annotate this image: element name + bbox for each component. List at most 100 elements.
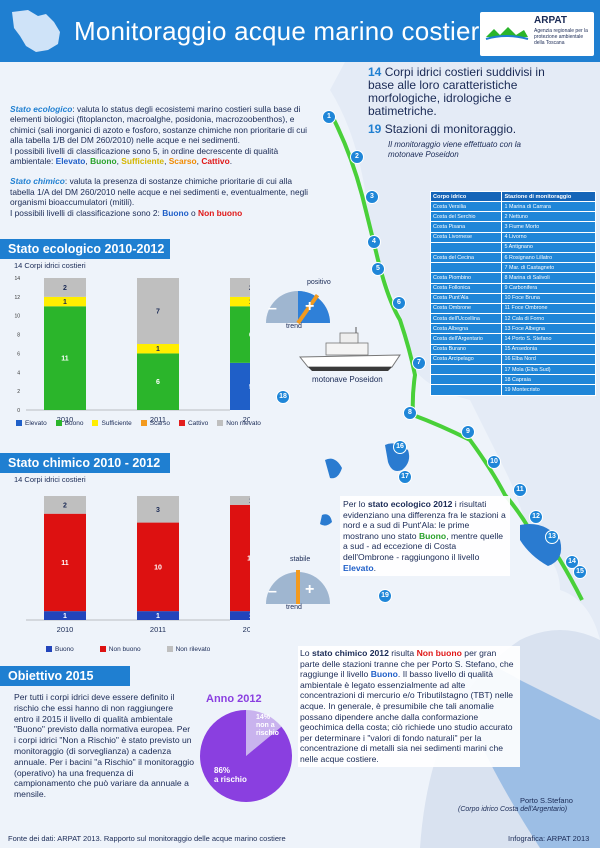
eco-note-text: Per lo	[343, 499, 368, 509]
table-row: 18 Capraia	[429, 374, 596, 386]
table-row: Costa dell'Argentario 14 Porto S. Stefano	[429, 333, 596, 345]
station-marker[interactable]: 16	[393, 440, 407, 454]
station-marker[interactable]: 2	[350, 150, 364, 164]
station-marker[interactable]: 4	[367, 235, 381, 249]
table-cell-corpo: Costa Albegna	[429, 323, 503, 335]
class-cattivo: Cattivo	[201, 156, 230, 167]
bar-segment	[137, 344, 179, 354]
class-scarso: Scarso	[168, 156, 197, 167]
chem-legend: Buono Non buono Non rilevato	[46, 646, 210, 653]
pie-title: Anno 2012	[206, 693, 262, 705]
eco-note-text: i risultati evidenziano una differenza f…	[343, 499, 506, 541]
table-cell-corpo: Costa dell'Uccellina	[429, 313, 503, 325]
bar-data-label: 5	[249, 384, 250, 391]
station-marker[interactable]: 5	[371, 262, 385, 276]
chem-chart-subtitle: 14 Corpi idrici costieri	[14, 475, 86, 484]
bar-data-label: 11	[61, 560, 69, 567]
class-elevato: Elevato	[55, 156, 86, 167]
eco-chart-subtitle: 14 Corpi idrici costieri	[14, 261, 86, 270]
bar-segment	[230, 504, 250, 612]
station-marker[interactable]: 15	[573, 565, 587, 579]
station-marker[interactable]: 18	[276, 390, 290, 404]
bar-segment	[44, 278, 86, 297]
station-marker[interactable]: 10	[487, 455, 501, 469]
eco-classes-intro: I possibili livelli di classificazione s…	[10, 145, 279, 167]
intro-text: Stato ecologico: valuta lo status degli …	[10, 104, 310, 218]
station-marker[interactable]: 9	[461, 425, 475, 439]
station-marker[interactable]: 19	[378, 589, 392, 603]
bar-data-label: 2	[63, 285, 67, 292]
sep: ,	[164, 156, 169, 167]
station-marker[interactable]: 12	[529, 510, 543, 524]
pie-label-non-risk: 14% non a rischio	[256, 714, 296, 738]
station-marker[interactable]: 3	[365, 190, 379, 204]
legend-item: Sufficiente	[92, 420, 132, 427]
chem-gauge-label: stabile	[290, 556, 311, 563]
bar-data-label: 10	[154, 564, 162, 571]
eco-trend-gauge	[266, 291, 330, 325]
table-cell-stazione: 14 Porto S. Stefano	[501, 333, 596, 345]
table-cell-stazione: 17 Mola (Elba Sud)	[501, 363, 596, 376]
table-row: 19 Montecristo	[429, 384, 596, 396]
water-bodies-text: Corpi idrici costieri suddivisi in base …	[368, 65, 545, 118]
bar-data-label: 1	[249, 613, 250, 620]
table-cell-corpo	[429, 262, 503, 274]
table-cell-corpo: Costa Versilia	[429, 200, 503, 213]
station-marker[interactable]: 7	[412, 356, 426, 370]
station-marker[interactable]: 13	[545, 530, 559, 544]
chem-trend-gauge	[266, 570, 330, 604]
eco-gauge-label: positivo	[307, 279, 331, 286]
table-cell-stazione: 16 Elba Nord	[501, 353, 596, 366]
table-cell-corpo: Costa dell'Argentario	[429, 333, 503, 345]
table-header-row: Corpo idrico Stazione di monitoraggio	[429, 191, 596, 202]
legend-label: Buono	[64, 420, 84, 427]
x-tick-label: 2011	[150, 625, 166, 634]
bar-data-label: 1	[249, 498, 250, 505]
table-row: Costa Piombino 8 Marina di Salivoli	[429, 272, 596, 284]
chem-note-text: per gran parte delle stazioni tranne che…	[300, 648, 514, 680]
legend-swatch	[55, 420, 62, 427]
eco-note-text: .	[373, 562, 376, 573]
legend-item: Buono	[55, 420, 84, 427]
table-cell-stazione: 3 Fiume Morto	[501, 221, 596, 233]
water-bodies-num: 14	[368, 65, 382, 79]
table-header-corpo: Corpo idrico	[429, 191, 503, 202]
bar-data-label: 2	[63, 502, 67, 509]
eco-note-buono: Buono	[418, 530, 447, 541]
tuscany-region-icon	[12, 10, 60, 52]
chem-note-bold: stato chimico 2012	[311, 648, 389, 658]
table-cell-stazione: 13 Foce Albegna	[501, 323, 596, 335]
legend-swatch	[92, 420, 99, 427]
eco-text: : valuta lo status degli ecosistemi mari…	[10, 104, 307, 146]
station-marker[interactable]: 6	[392, 296, 406, 310]
station-marker[interactable]: 11	[513, 483, 527, 497]
table-row: Costa Ombrone 11 Foce Ombrone	[429, 302, 596, 315]
eco-description: Stato ecologico: valuta lo status degli …	[10, 104, 310, 166]
table-row: Costa del Cecina 6 Rosignano Lillatro	[429, 251, 596, 264]
station-marker[interactable]: 1	[322, 110, 336, 124]
station-marker[interactable]: 17	[398, 470, 412, 484]
table-cell-stazione: 11 Foce Ombrone	[501, 302, 596, 315]
bar-segment	[44, 296, 86, 307]
station-marker[interactable]: 8	[403, 406, 417, 420]
bar-segment	[44, 306, 86, 410]
bar-segment	[230, 496, 250, 505]
y-tick-label: 12	[14, 295, 20, 301]
table-cell-stazione: 2 Nettuno	[501, 211, 596, 223]
chem-note-text: risulta	[388, 648, 417, 658]
table-row: 5 Antignano	[429, 241, 596, 253]
bar-data-label: 1	[63, 299, 67, 306]
table-header-stazione: Stazione di monitoraggio	[501, 191, 596, 202]
legend-label: Non rilevato	[175, 646, 211, 653]
chem-label: Stato chimico	[10, 176, 65, 187]
bar-segment	[137, 278, 179, 344]
table-cell-corpo: Costa del Serchio	[429, 211, 503, 223]
legend-item: Non buono	[99, 646, 141, 653]
bar-data-label: 11	[61, 356, 69, 363]
bar-segment	[44, 611, 86, 620]
porto-label: Porto S.Stefano	[520, 796, 573, 805]
risk-pie-chart	[200, 710, 292, 802]
pie-pct-non-risk: 14%	[256, 714, 271, 721]
table-row: Costa Arcipelago 16 Elba Nord	[429, 353, 596, 366]
